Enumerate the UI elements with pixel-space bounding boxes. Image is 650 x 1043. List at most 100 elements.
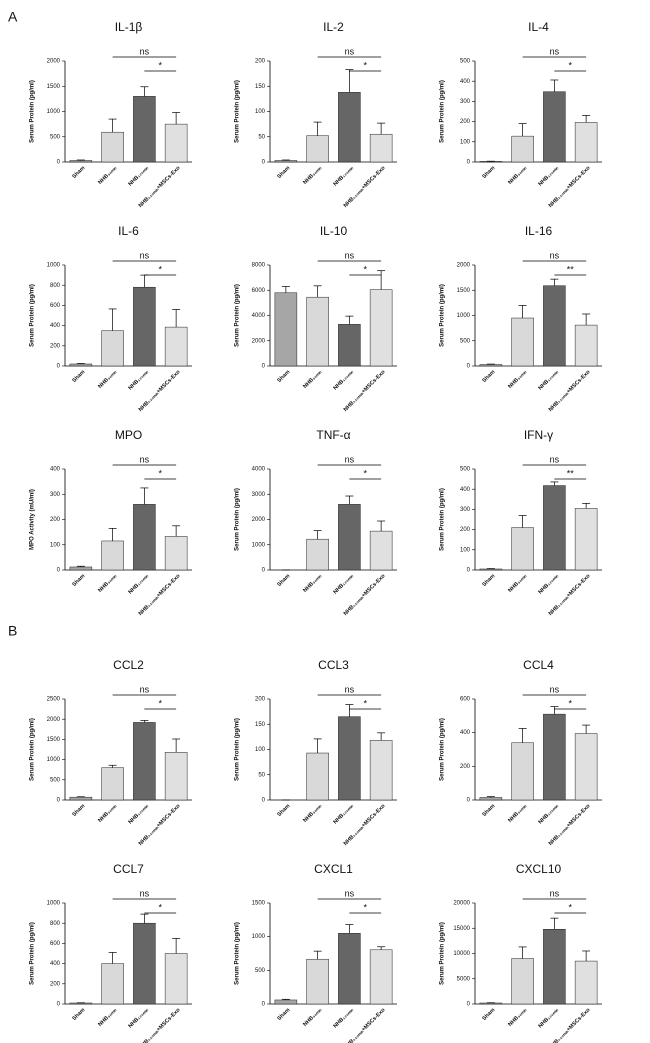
- x-tick-label: Sham: [481, 803, 496, 818]
- y-tick-label: 400: [50, 961, 61, 967]
- y-tick-label: 200: [460, 527, 471, 533]
- significance-label: *: [363, 468, 367, 478]
- bar: [543, 285, 566, 367]
- error-bar: [108, 952, 117, 964]
- error-bar: [550, 481, 559, 486]
- y-axis-label: Serum Protein (pg/ml): [440, 488, 446, 551]
- bar: [164, 752, 188, 801]
- x-tick-label: Sham: [481, 369, 496, 384]
- significance-label: *: [158, 698, 162, 708]
- y-tick-label: 500: [460, 338, 471, 344]
- error-bar: [76, 159, 85, 161]
- bar: [306, 296, 329, 367]
- bar: [164, 326, 188, 367]
- x-tick-label: NHB₁₂₀ₘᵢₙ: [128, 803, 151, 826]
- bar: [69, 796, 93, 801]
- y-tick-label: 0: [57, 160, 61, 166]
- y-tick-label: 400: [460, 79, 471, 85]
- error-bar: [345, 704, 354, 717]
- x-tick-label: Sham: [481, 573, 496, 588]
- x-tick-label: Sham: [71, 1007, 86, 1022]
- y-axis-label: Serum Protein (pg/ml): [30, 922, 36, 985]
- y-tick-label: 150: [255, 84, 266, 90]
- error-bar: [140, 720, 149, 723]
- bar: [574, 324, 598, 367]
- x-tick-label: Sham: [276, 573, 291, 588]
- y-axis-label: Serum Protein (pg/ml): [30, 718, 36, 781]
- error-bar: [140, 86, 149, 97]
- bar: [133, 722, 156, 801]
- y-tick-label: 200: [255, 697, 266, 703]
- error-bar: [281, 998, 290, 1000]
- bar: [543, 929, 566, 1005]
- y-axis-label: Serum Protein (pg/ml): [440, 284, 446, 347]
- x-tick-label: NHB₁₂₀ₘᵢₙ: [333, 573, 356, 596]
- bar: [101, 131, 124, 163]
- y-tick-label: 2500: [47, 697, 61, 703]
- error-bar: [345, 69, 354, 93]
- error-bar: [108, 527, 117, 541]
- bar: [338, 324, 361, 367]
- bar: [164, 123, 188, 163]
- error-bar: [140, 274, 149, 288]
- y-tick-label: 400: [460, 487, 471, 493]
- y-tick-label: 300: [460, 99, 471, 105]
- error-bar: [313, 530, 322, 540]
- significance-label: **: [567, 264, 575, 274]
- x-tick-label: NHB₃₀ₘᵢₙ: [97, 1007, 118, 1028]
- error-bar: [172, 525, 181, 537]
- y-tick-label: 6000: [252, 288, 266, 294]
- y-tick-label: 0: [262, 160, 266, 166]
- error-bar: [550, 79, 559, 92]
- significance-label: *: [158, 902, 162, 912]
- x-tick-label: NHB₁₂₀ₘᵢₙ: [333, 803, 356, 826]
- bar: [369, 530, 393, 571]
- chart-title: IL-6: [118, 224, 139, 238]
- y-tick-label: 0: [262, 798, 266, 804]
- error-bar: [313, 950, 322, 960]
- x-tick-label: NHB₃₀ₘᵢₙ: [302, 369, 323, 390]
- y-tick-label: 400: [50, 323, 61, 329]
- y-tick-label: 600: [460, 697, 471, 703]
- error-bar: [345, 924, 354, 934]
- y-tick-label: 600: [50, 303, 61, 309]
- y-tick-label: 1000: [252, 542, 266, 548]
- y-tick-label: 1500: [457, 288, 471, 294]
- error-bar: [518, 123, 527, 137]
- significance-label: ns: [550, 684, 560, 694]
- y-tick-label: 2000: [252, 338, 266, 344]
- bar: [369, 289, 393, 367]
- y-tick-label: 1500: [47, 737, 61, 743]
- error-bar: [377, 270, 386, 290]
- y-tick-label: 1000: [457, 313, 471, 319]
- bar: [306, 135, 329, 163]
- y-tick-label: 10000: [453, 951, 470, 957]
- y-tick-label: 500: [50, 134, 61, 140]
- y-tick-label: 1500: [47, 84, 61, 90]
- bar: [338, 716, 361, 801]
- error-bar: [582, 114, 591, 123]
- chart-title: IL-4: [528, 20, 549, 34]
- chart-title: CXCL10: [516, 862, 562, 876]
- x-tick-label: NHB₁₂₀ₘᵢₙ: [538, 573, 561, 596]
- error-bar: [582, 313, 591, 326]
- chart-title: MPO: [115, 428, 142, 442]
- y-tick-label: 0: [262, 568, 266, 574]
- y-tick-label: 0: [262, 364, 266, 370]
- x-tick-label: Sham: [276, 165, 291, 180]
- x-tick-label: NHB₃₀ₘᵢₙ: [302, 1007, 323, 1028]
- bar: [338, 933, 361, 1005]
- bar: [133, 286, 156, 367]
- error-bar: [281, 286, 290, 293]
- error-bar: [76, 565, 85, 567]
- y-axis-label: Serum Protein (pg/ml): [235, 284, 241, 347]
- chart-title: CCL2: [113, 658, 144, 672]
- y-tick-label: 1500: [252, 901, 266, 907]
- error-bar: [172, 738, 181, 753]
- y-axis-label: MPO Activity (mU/ml): [30, 489, 36, 550]
- error-bar: [140, 913, 149, 924]
- error-bar: [172, 309, 181, 328]
- x-tick-label: NHB₁₂₀ₘᵢₙ: [538, 369, 561, 392]
- significance-label: ns: [345, 888, 355, 898]
- significance-label: *: [363, 902, 367, 912]
